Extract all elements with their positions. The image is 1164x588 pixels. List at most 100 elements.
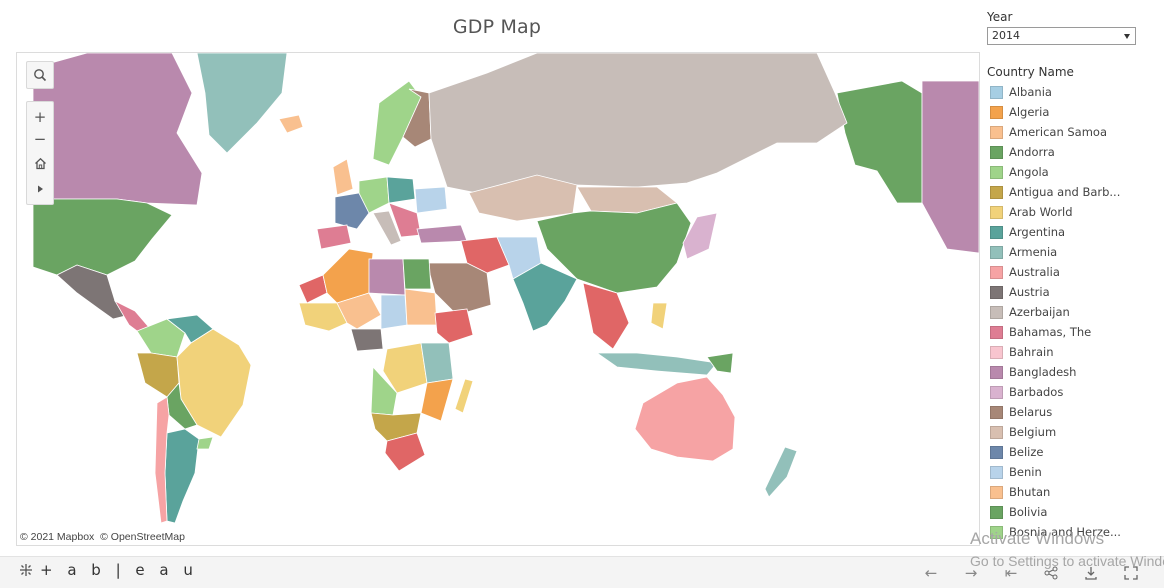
year-filter-value: 2014 [992,29,1020,42]
region-indonesia [595,352,718,376]
legend-swatch [990,486,1003,499]
region-italy [372,210,402,246]
region-ethiopia [434,308,474,344]
legend-item[interactable]: Bangladesh [989,365,1159,385]
region-chile [154,396,170,524]
map-attribution[interactable]: © 2021 Mapbox © OpenStreetMap [20,531,185,543]
region-canada-east [921,80,979,254]
legend-label: Arab World [1009,205,1073,219]
zoom-out-button[interactable]: − [27,128,53,150]
map-search-button[interactable] [26,61,54,89]
fullscreen-button[interactable] [1120,562,1142,584]
region-new-zealand [764,446,798,498]
legend-label: Australia [1009,265,1060,279]
legend-swatch [990,446,1003,459]
legend-item[interactable]: Belize [989,445,1159,465]
revert-icon: ⇤ [1004,564,1018,582]
fullscreen-icon [1124,566,1138,580]
region-saudi [426,262,492,316]
region-colombia [136,318,186,358]
region-nigeria [350,328,384,352]
arrow-right-icon: → [964,564,978,582]
map-view[interactable]: + − © 2021 Mapbox © OpenStreetMap [16,52,980,546]
region-australia [634,376,736,462]
legend-list: Albania Algeria American Samoa Andorra Angol… [989,85,1159,545]
legend-item[interactable]: Austria [989,285,1159,305]
legend-item[interactable]: Azerbaijan [989,305,1159,325]
legend-swatch [990,506,1003,519]
region-egypt [402,258,432,290]
region-east-africa [420,342,454,384]
legend-swatch [990,266,1003,279]
region-madagascar [454,378,474,414]
legend-item[interactable]: Andorra [989,145,1159,165]
legend-swatch [990,326,1003,339]
legend-item[interactable]: Bosnia and Herze... [989,525,1159,545]
legend-item[interactable]: Bolivia [989,505,1159,525]
region-philippines [650,302,668,330]
windows-activation-subtitle: Go to Settings to activate Windows. [970,553,1164,569]
legend-swatch [990,86,1003,99]
legend-item[interactable]: Belgium [989,425,1159,445]
legend-swatch [990,246,1003,259]
revert-button[interactable]: ⇤ [1000,562,1022,584]
redo-button[interactable]: → [960,562,982,584]
legend-label: Algeria [1009,105,1050,119]
legend-label: Belgium [1009,425,1057,439]
legend-label: Belarus [1009,405,1053,419]
legend-item[interactable]: American Samoa [989,125,1159,145]
legend-item[interactable]: Bhutan [989,485,1159,505]
legend-item[interactable]: Armenia [989,245,1159,265]
year-filter-select[interactable]: 2014 [987,27,1136,45]
region-uruguay [196,436,214,450]
region-south-africa [384,432,426,472]
region-se-asia [582,282,630,350]
legend-swatch [990,386,1003,399]
legend-item[interactable]: Arab World [989,205,1159,225]
legend-swatch [990,146,1003,159]
tableau-wordmark: + a b | e a u [40,561,198,579]
legend-item[interactable]: Algeria [989,105,1159,125]
region-canada [32,53,203,206]
region-poland [386,176,416,204]
legend-item[interactable]: Argentina [989,225,1159,245]
legend-item[interactable]: Albania [989,85,1159,105]
undo-button[interactable]: ← [920,562,942,584]
region-iran [460,236,510,274]
legend-item[interactable]: Australia [989,265,1159,285]
region-alaska [836,80,923,204]
legend-label: American Samoa [1009,125,1108,139]
legend-item[interactable]: Belarus [989,405,1159,425]
legend-item[interactable]: Angola [989,165,1159,185]
legend-item[interactable]: Bahamas, The [989,325,1159,345]
region-korea-japan [682,212,718,260]
osm-attribution[interactable]: © OpenStreetMap [100,531,185,543]
region-drc [382,342,428,394]
zoom-in-button[interactable]: + [27,106,53,128]
legend-item[interactable]: Benin [989,465,1159,485]
reset-view-button[interactable] [27,152,53,174]
share-button[interactable] [1040,562,1062,584]
legend-swatch [990,346,1003,359]
legend-swatch [990,206,1003,219]
expand-toolbar-button[interactable] [27,178,53,200]
legend-label: Armenia [1009,245,1058,259]
region-spain [316,224,352,250]
region-morocco [298,274,328,304]
legend-label: Austria [1009,285,1050,299]
legend-item[interactable]: Bahrain [989,345,1159,365]
region-turkey [416,224,468,244]
legend-swatch [990,526,1003,539]
region-france [334,192,370,230]
download-button[interactable] [1080,562,1102,584]
tableau-logo[interactable]: + a b | e a u [18,561,198,579]
legend-label: Bhutan [1009,485,1051,499]
minus-icon: − [33,129,47,148]
world-map[interactable] [17,53,979,545]
legend-label: Bolivia [1009,505,1048,519]
region-usa [32,198,173,276]
legend-swatch [990,126,1003,139]
mapbox-attribution[interactable]: © 2021 Mapbox [20,531,95,543]
legend-item[interactable]: Antigua and Barb... [989,185,1159,205]
legend-item[interactable]: Barbados [989,385,1159,405]
